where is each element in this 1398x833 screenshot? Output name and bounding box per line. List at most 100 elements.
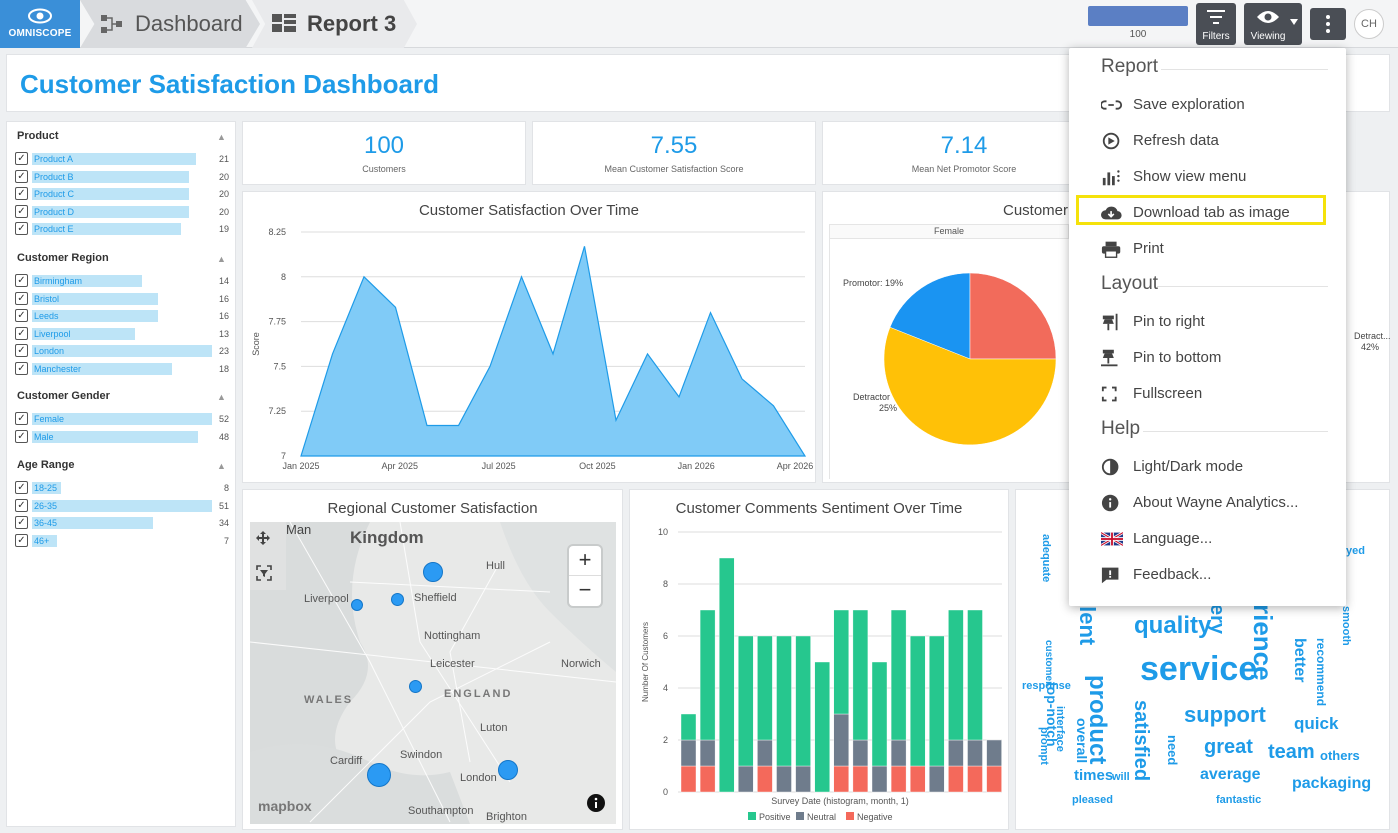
map-point-liverpool[interactable]: [351, 599, 363, 611]
word-cloud-word[interactable]: great: [1204, 736, 1253, 758]
filter-options-icon[interactable]: ▲: [217, 461, 226, 471]
breadcrumb-report[interactable]: Report 3: [252, 0, 417, 48]
word-cloud-word[interactable]: ery: [1206, 604, 1228, 635]
filter-option-count: 51: [218, 500, 229, 511]
checkbox-checked-icon[interactable]: ✓: [15, 274, 28, 287]
menu-item-fullscreen[interactable]: Fullscreen: [1079, 379, 1329, 409]
more-menu-button[interactable]: [1310, 8, 1346, 40]
word-cloud-word[interactable]: support: [1184, 702, 1266, 727]
viewing-button[interactable]: Viewing: [1244, 3, 1302, 45]
word-cloud-word[interactable]: llent: [1075, 600, 1100, 646]
menu-item-pin-to-right[interactable]: Pin to right: [1079, 307, 1329, 337]
checkbox-checked-icon[interactable]: ✓: [15, 152, 28, 165]
filter-option[interactable]: ✓ Bristol 16: [15, 291, 229, 306]
menu-item-about-wayne-analytics[interactable]: About Wayne Analytics...: [1079, 488, 1329, 518]
checkbox-checked-icon[interactable]: ✓: [15, 169, 28, 183]
map-point-bristol[interactable]: [367, 763, 391, 787]
word-cloud-word[interactable]: packaging: [1292, 775, 1372, 792]
word-cloud-word[interactable]: quick: [1294, 714, 1339, 733]
checkbox-checked-icon[interactable]: ✓: [15, 187, 28, 201]
breadcrumb-dashboard[interactable]: Dashboard: [80, 0, 260, 48]
move-icon[interactable]: [256, 531, 270, 545]
filter-option[interactable]: ✓ Leeds 16: [15, 309, 229, 323]
checkbox-checked-icon[interactable]: ✓: [15, 326, 28, 340]
filter-options-icon[interactable]: ▲: [217, 132, 226, 142]
zoom-out-button[interactable]: −: [578, 577, 592, 602]
menu-item-download-tab-as-image[interactable]: Download tab as image: [1076, 195, 1326, 225]
map-point-london[interactable]: [498, 760, 518, 780]
menu-item-feedback[interactable]: Feedback...: [1079, 560, 1329, 590]
menu-item-show-view-menu[interactable]: Show view menu: [1079, 162, 1329, 192]
zoom-in-button[interactable]: +: [569, 546, 601, 576]
filter-option[interactable]: ✓ Product C 20: [15, 187, 229, 201]
menu-item-save-exploration[interactable]: Save exploration: [1079, 90, 1329, 120]
word-cloud-word[interactable]: fantastic: [1216, 794, 1262, 806]
word-cloud-word[interactable]: need: [1165, 735, 1180, 766]
user-avatar[interactable]: CH: [1354, 9, 1384, 39]
word-cloud-word[interactable]: team: [1268, 741, 1315, 763]
menu-item-print[interactable]: Print: [1079, 234, 1329, 264]
checkbox-checked-icon[interactable]: ✓: [15, 309, 28, 323]
word-cloud-word[interactable]: interface: [1054, 706, 1066, 752]
filter-option[interactable]: ✓ 18-25 8: [15, 481, 229, 495]
filter-bar: [32, 430, 198, 443]
filter-option[interactable]: ✓ 36-45 34: [15, 516, 229, 530]
word-cloud-word[interactable]: customer: [1043, 640, 1054, 686]
checkbox-checked-icon[interactable]: ✓: [15, 429, 28, 443]
word-cloud-word[interactable]: average: [1200, 766, 1261, 783]
filter-option[interactable]: ✓ Liverpool 13: [15, 326, 229, 341]
checkbox-checked-icon[interactable]: ✓: [15, 533, 28, 547]
checkbox-checked-icon[interactable]: ✓: [15, 291, 28, 305]
checkbox-checked-icon[interactable]: ✓: [15, 412, 28, 425]
filters-button[interactable]: Filters: [1196, 3, 1236, 45]
word-cloud-word[interactable]: overall: [1074, 718, 1090, 764]
word-cloud-word[interactable]: response: [1022, 680, 1071, 692]
checkbox-checked-icon[interactable]: ✓: [15, 204, 28, 218]
word-cloud-word[interactable]: pleased: [1072, 794, 1113, 806]
map-info-icon[interactable]: [587, 794, 605, 812]
word-cloud-word[interactable]: quality: [1134, 612, 1212, 639]
word-cloud-word[interactable]: better: [1291, 638, 1308, 683]
word-cloud-word[interactable]: prompt: [1038, 727, 1050, 765]
map-point-manchester[interactable]: [391, 593, 404, 606]
menu-item-pin-to-bottom[interactable]: Pin to bottom: [1079, 343, 1329, 373]
filter-options-icon[interactable]: ▲: [217, 254, 226, 264]
select-filter-icon[interactable]: [256, 565, 272, 581]
word-cloud-word[interactable]: will: [1112, 771, 1130, 783]
filter-option[interactable]: ✓ Product D 20: [15, 204, 229, 219]
word-cloud-word[interactable]: rience: [1248, 604, 1278, 681]
word-cloud-word[interactable]: others: [1320, 748, 1360, 763]
map-point-birmingham[interactable]: [409, 680, 422, 693]
word-cloud-word[interactable]: satisfied: [1130, 700, 1152, 782]
menu-item-language[interactable]: Language...: [1079, 524, 1329, 554]
filter-option[interactable]: ✓ Birmingham 14: [15, 274, 229, 288]
word-cloud-word[interactable]: adequate: [1040, 534, 1052, 583]
filter-option[interactable]: ✓ London 23: [15, 344, 229, 358]
map-view[interactable]: Kingdom Man Hull Liverpool Sheffield Not…: [250, 522, 616, 824]
checkbox-checked-icon[interactable]: ✓: [15, 481, 28, 494]
word-cloud-word[interactable]: recommend: [1314, 638, 1328, 707]
menu-item-refresh-data[interactable]: Refresh data: [1079, 126, 1329, 156]
omniscope-logo[interactable]: OMNISCOPE: [0, 0, 80, 48]
word-cloud-word[interactable]: service: [1140, 650, 1258, 688]
checkbox-checked-icon[interactable]: ✓: [15, 344, 28, 358]
checkbox-checked-icon[interactable]: ✓: [15, 362, 28, 375]
word-cloud-word[interactable]: smooth: [1340, 606, 1352, 646]
filter-option[interactable]: ✓ 26-35 51: [15, 498, 229, 513]
kpi-label: Mean Net Promotor Score: [911, 164, 1017, 174]
filter-option[interactable]: ✓ Product A 21: [15, 152, 229, 166]
checkbox-checked-icon[interactable]: ✓: [15, 222, 28, 236]
filter-option[interactable]: ✓ Manchester 18: [15, 362, 229, 376]
filter-options-icon[interactable]: ▲: [217, 392, 226, 402]
checkbox-checked-icon[interactable]: ✓: [15, 516, 28, 530]
menu-item-light-dark-mode[interactable]: Light/Dark mode: [1079, 452, 1329, 482]
word-cloud-word[interactable]: yed: [1346, 545, 1365, 557]
filter-option[interactable]: ✓ 46+ 7: [15, 533, 229, 548]
filter-option[interactable]: ✓ Female 52: [15, 412, 229, 426]
map-point-leeds[interactable]: [423, 562, 443, 582]
filter-option[interactable]: ✓ Product E 19: [15, 222, 229, 236]
filter-option[interactable]: ✓ Product B 20: [15, 169, 229, 184]
filter-option[interactable]: ✓ Male 48: [15, 429, 229, 444]
checkbox-checked-icon[interactable]: ✓: [15, 498, 28, 512]
word-cloud-word[interactable]: times: [1074, 767, 1114, 784]
